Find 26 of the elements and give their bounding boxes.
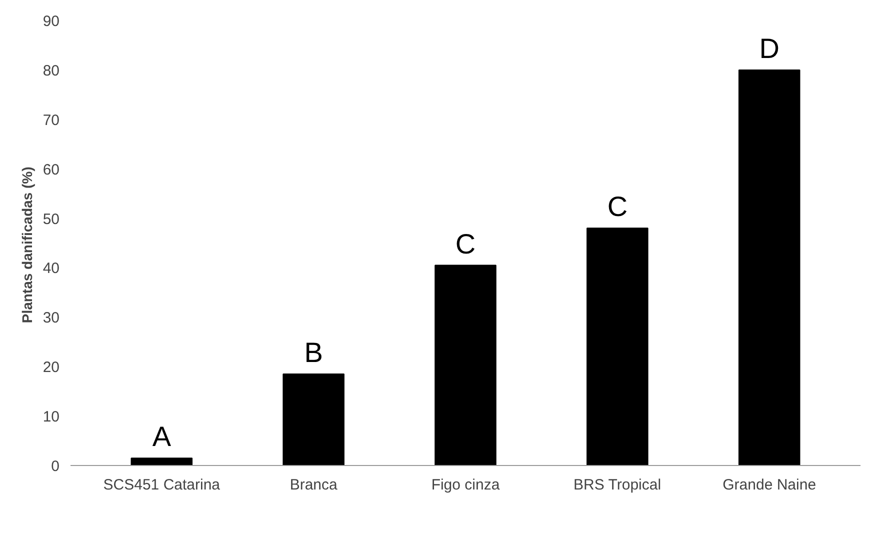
- y-tick-label: 40: [42, 260, 60, 278]
- bar: [738, 69, 800, 466]
- x-tick-label: SCS451 Catarina: [103, 476, 221, 494]
- annotation: C: [455, 228, 476, 260]
- y-tick-label: 90: [42, 13, 60, 30]
- x-tick-label: Grande Naine: [722, 476, 816, 494]
- y-tick-label: 70: [42, 112, 60, 129]
- y-tick-label: 20: [42, 359, 60, 376]
- bar: [282, 374, 344, 466]
- y-tick-label: 50: [42, 210, 60, 228]
- annotation: C: [607, 191, 628, 222]
- x-tick-label: BRS Tropical: [574, 476, 662, 494]
- y-tick-label: 80: [42, 62, 60, 80]
- annotation: B: [304, 337, 323, 368]
- bar: [434, 264, 496, 466]
- y-tick-label: 30: [42, 310, 60, 327]
- y-tick-label: 10: [42, 408, 60, 426]
- y-axis-title: Plantas danificadas (%): [18, 166, 35, 324]
- y-tick-label: 0: [51, 458, 60, 475]
- bar: [130, 458, 193, 466]
- x-tick-label: Branca: [290, 476, 338, 494]
- y-tick-label: 60: [42, 161, 60, 178]
- annotation: D: [759, 32, 780, 64]
- annotation: A: [152, 421, 172, 452]
- bar: [586, 228, 648, 466]
- x-tick-label: Figo cinza: [431, 476, 500, 494]
